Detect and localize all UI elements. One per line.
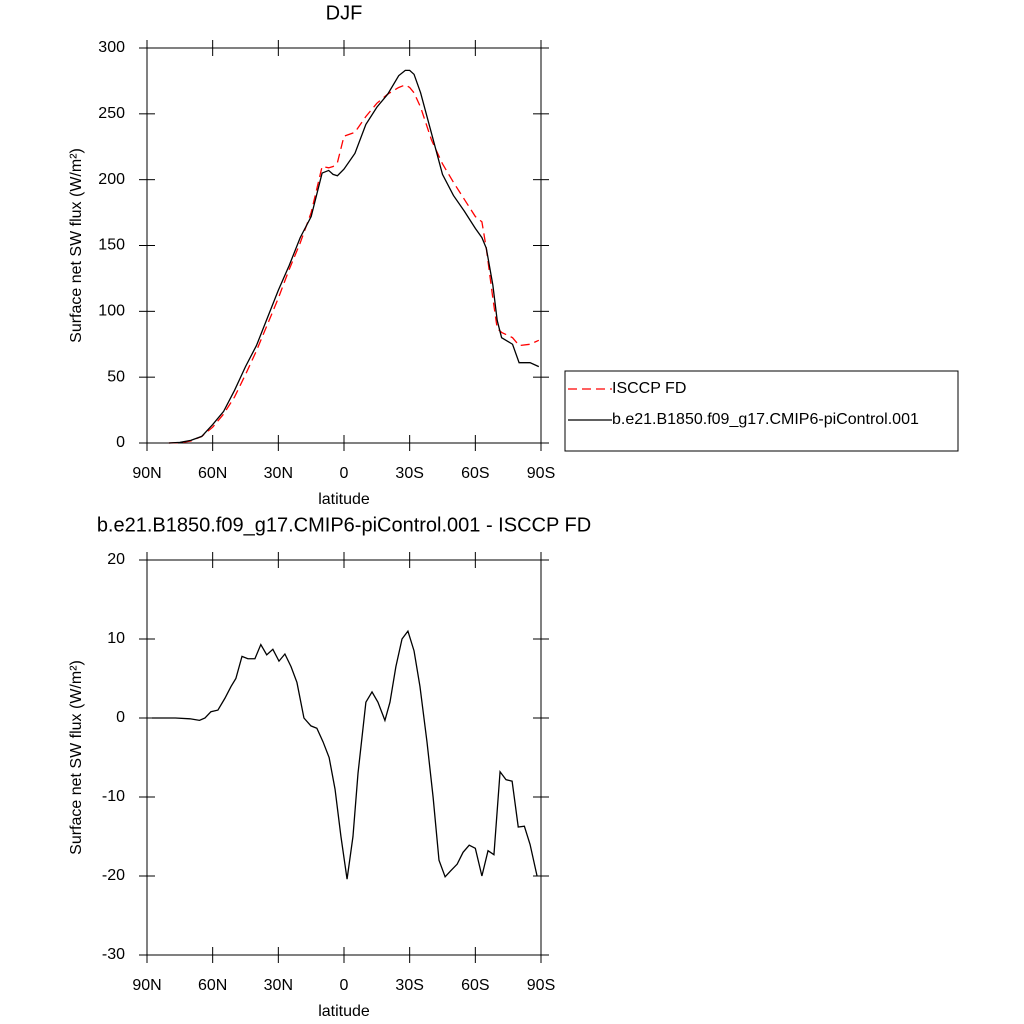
- y-tick-label: 300: [98, 39, 125, 56]
- y-tick-label: 200: [98, 171, 125, 188]
- x-tick-label: 30N: [264, 977, 293, 994]
- x-tick-label: 30N: [264, 465, 293, 482]
- chart-title: DJF: [326, 2, 363, 24]
- chart-title: b.e21.B1850.f09_g17.CMIP6-piControl.001 …: [97, 514, 591, 536]
- x-tick-label: 90N: [132, 465, 161, 482]
- data-line: [152, 629, 538, 880]
- legend-label: ISCCP FD: [612, 380, 686, 397]
- x-tick-label: 60N: [198, 465, 227, 482]
- y-tick-label: 0: [116, 434, 125, 451]
- y-tick-label: 20: [107, 551, 125, 568]
- y-tick-label: 10: [107, 630, 125, 647]
- y-axis-label: Surface net SW flux (W/m²): [68, 148, 85, 343]
- y-tick-label: 0: [116, 709, 125, 726]
- x-tick-label: 60S: [461, 465, 489, 482]
- legend-box: [564, 370, 959, 452]
- x-tick-label: 90S: [527, 977, 555, 994]
- x-tick-label: 90N: [132, 977, 161, 994]
- x-axis-label: latitude: [318, 1003, 370, 1020]
- x-tick-label: 60S: [461, 977, 489, 994]
- data-line: [168, 84, 540, 444]
- x-axis-label: latitude: [318, 491, 370, 508]
- x-tick-label: 30S: [395, 465, 423, 482]
- y-tick-label: -20: [102, 867, 125, 884]
- x-tick-label: 0: [340, 465, 349, 482]
- x-tick-label: 30S: [395, 977, 423, 994]
- plot-frame: [146, 559, 542, 956]
- y-tick-label: -30: [102, 946, 125, 963]
- x-tick-label: 0: [340, 977, 349, 994]
- y-tick-label: -10: [102, 788, 125, 805]
- y-tick-label: 150: [98, 237, 125, 254]
- y-tick-label: 100: [98, 303, 125, 320]
- y-tick-label: 50: [107, 368, 125, 385]
- x-tick-label: 60N: [198, 977, 227, 994]
- legend-label: b.e21.B1850.f09_g17.CMIP6-piControl.001: [612, 411, 919, 428]
- data-line: [168, 69, 540, 444]
- y-axis-label: Surface net SW flux (W/m²): [68, 660, 85, 855]
- y-tick-label: 250: [98, 105, 125, 122]
- plot-frame: [146, 47, 542, 444]
- x-tick-label: 90S: [527, 465, 555, 482]
